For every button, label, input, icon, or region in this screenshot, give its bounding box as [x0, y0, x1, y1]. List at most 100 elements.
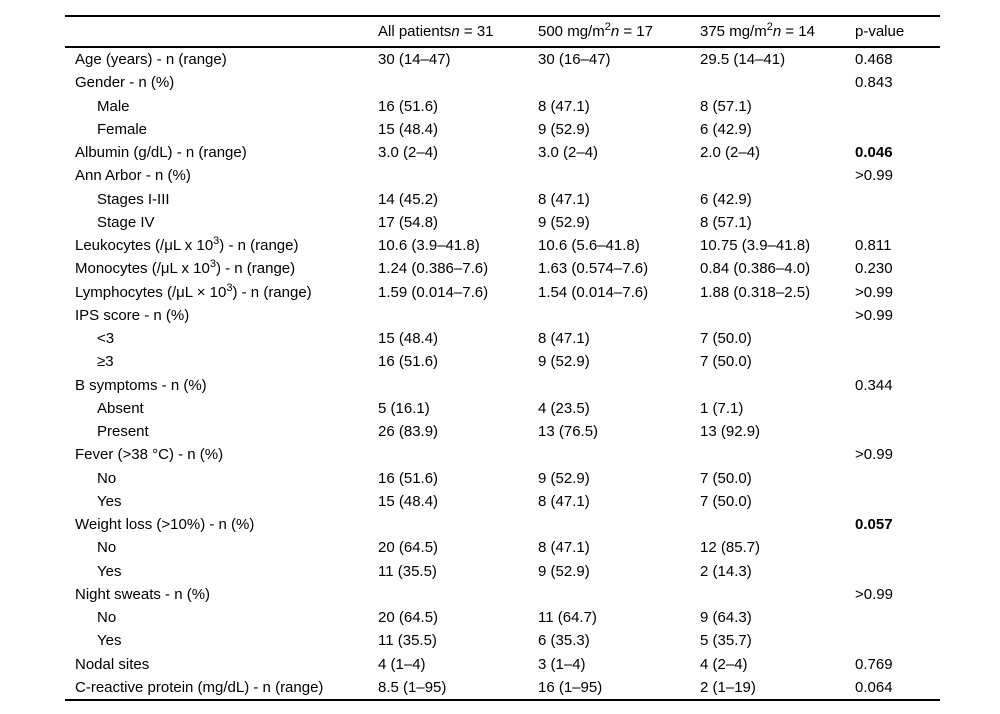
cell-p-value: 0.057 [855, 516, 893, 534]
cell-p-value: >0.99 [855, 306, 893, 324]
row-label: C-reactive protein (mg/dL) - n (range) [75, 678, 324, 696]
row-label: IPS score - n (%) [75, 306, 190, 324]
cell-all-patients: 16 (51.6) [378, 353, 439, 371]
table-row: Fever (>38 °C) - n (%) >0.99 [65, 443, 940, 466]
cell-all-patients: 4 (1–4) [378, 655, 426, 673]
cell-500mg: 30 (16–47) [538, 51, 611, 69]
row-label: Yes [97, 492, 122, 510]
cell-p-value: >0.99 [855, 446, 893, 464]
cell-500mg: 11 (64.7) [538, 609, 597, 627]
cell-375mg: 10.75 (3.9–41.8) [700, 237, 811, 255]
cell-all-patients [378, 304, 538, 327]
cell-375mg: 7 (50.0) [700, 353, 752, 371]
cell-all-patients: 5 (16.1) [378, 399, 430, 417]
cell-500mg: 16 (1–95) [538, 678, 603, 696]
row-label: Nodal sites [75, 655, 150, 673]
cell-all-patients: 8.5 (1–95) [378, 678, 447, 696]
row-label: Female [97, 120, 148, 138]
cell-500mg: 1.54 (0.014–7.6) [538, 283, 649, 301]
cell-p-value [855, 536, 940, 559]
cell-p-value [855, 560, 940, 583]
cell-375mg: 1.88 (0.318–2.5) [700, 283, 811, 301]
cell-375mg: 6 (42.9) [700, 120, 752, 138]
cell-500mg [538, 304, 700, 327]
cell-all-patients: 10.6 (3.9–41.8) [378, 237, 480, 255]
cell-p-value: 0.769 [855, 655, 893, 673]
table-row: <3 15 (48.4) 8 (47.1) 7 (50.0) [65, 327, 940, 350]
cell-all-patients [378, 71, 538, 94]
cell-500mg: 9 (52.9) [538, 353, 590, 371]
cell-p-value: 0.811 [855, 237, 892, 255]
cell-all-patients: 17 (54.8) [378, 213, 439, 231]
cell-500mg: 13 (76.5) [538, 423, 599, 441]
table-row: Yes 11 (35.5) 9 (52.9) 2 (14.3) [65, 560, 940, 583]
cell-all-patients: 26 (83.9) [378, 423, 439, 441]
row-label: Monocytes (/μL x 103) - n (range) [75, 258, 296, 278]
cell-375mg [700, 374, 855, 397]
cell-all-patients: 15 (48.4) [378, 120, 439, 138]
cell-p-value: 0.344 [855, 376, 893, 394]
cell-500mg [538, 443, 700, 466]
cell-375mg: 7 (50.0) [700, 492, 752, 510]
cell-500mg: 3.0 (2–4) [538, 144, 599, 162]
table-row: Female 15 (48.4) 9 (52.9) 6 (42.9) [65, 118, 940, 141]
header-500mg-n: n [610, 23, 620, 40]
header-375mg-n: n [772, 23, 782, 40]
cell-p-value: >0.99 [855, 585, 893, 603]
cell-500mg: 1.63 (0.574–7.6) [538, 260, 649, 278]
table-row: Night sweats - n (%) >0.99 [65, 583, 940, 606]
header-500mg-label: 500 mg/m [538, 23, 605, 40]
row-label: Weight loss (>10%) - n (%) [75, 516, 255, 534]
cell-p-value: 0.230 [855, 260, 893, 278]
cell-375mg [700, 71, 855, 94]
patient-characteristics-table: All patientsn = 31 500 mg/m2n = 17 375 m… [65, 15, 940, 701]
table-row: Leukocytes (/μL x 103) - n (range) 10.6 … [65, 234, 940, 257]
table-row: Present 26 (83.9) 13 (76.5) 13 (92.9) [65, 420, 940, 443]
cell-500mg: 9 (52.9) [538, 562, 590, 580]
row-label: Male [97, 97, 130, 115]
cell-all-patients: 1.24 (0.386–7.6) [378, 260, 489, 278]
cell-375mg: 4 (2–4) [700, 655, 748, 673]
header-all-patients: All patientsn = 31 [378, 16, 538, 47]
table-row: No 20 (64.5) 8 (47.1) 12 (85.7) [65, 536, 940, 559]
cell-500mg [538, 374, 700, 397]
cell-p-value: 0.843 [855, 74, 893, 92]
header-375mg-label: 375 mg/m [700, 23, 767, 40]
cell-375mg [700, 513, 855, 536]
cell-375mg: 8 (57.1) [700, 97, 752, 115]
table-row: Nodal sites 4 (1–4) 3 (1–4) 4 (2–4) 0.76… [65, 653, 940, 676]
cell-500mg: 9 (52.9) [538, 120, 590, 138]
row-label: Albumin (g/dL) - n (range) [75, 144, 247, 162]
cell-375mg: 7 (50.0) [700, 469, 752, 487]
cell-all-patients: 11 (35.5) [378, 562, 437, 580]
row-label: Yes [97, 632, 122, 650]
row-label: ≥3 [97, 353, 114, 371]
cell-p-value [855, 211, 940, 234]
cell-375mg: 5 (35.7) [700, 632, 752, 650]
cell-375mg [700, 164, 855, 187]
cell-500mg: 8 (47.1) [538, 539, 590, 557]
cell-p-value [855, 490, 940, 513]
row-label: Ann Arbor - n (%) [75, 167, 191, 185]
cell-all-patients: 15 (48.4) [378, 492, 439, 510]
cell-375mg: 2.0 (2–4) [700, 144, 761, 162]
cell-500mg: 6 (35.3) [538, 632, 590, 650]
cell-375mg: 9 (64.3) [700, 609, 752, 627]
cell-p-value: 0.468 [855, 51, 893, 69]
cell-375mg: 2 (1–19) [700, 678, 756, 696]
cell-all-patients: 1.59 (0.014–7.6) [378, 283, 489, 301]
header-500mg-sup: 2 [604, 21, 611, 33]
table-row: Stages I-III 14 (45.2) 8 (47.1) 6 (42.9) [65, 188, 940, 211]
cell-p-value [855, 606, 940, 629]
row-label: Gender - n (%) [75, 74, 175, 92]
cell-all-patients: 3.0 (2–4) [378, 144, 439, 162]
cell-375mg [700, 583, 855, 606]
table-row: No 16 (51.6) 9 (52.9) 7 (50.0) [65, 467, 940, 490]
cell-all-patients [378, 374, 538, 397]
table-row: Absent 5 (16.1) 4 (23.5) 1 (7.1) [65, 397, 940, 420]
header-375mg: 375 mg/m2n = 14 [700, 16, 855, 47]
table-row: Lymphocytes (/μL × 103) - n (range) 1.59… [65, 281, 940, 304]
header-empty-cell [65, 16, 378, 47]
row-label: Stages I-III [97, 190, 170, 208]
